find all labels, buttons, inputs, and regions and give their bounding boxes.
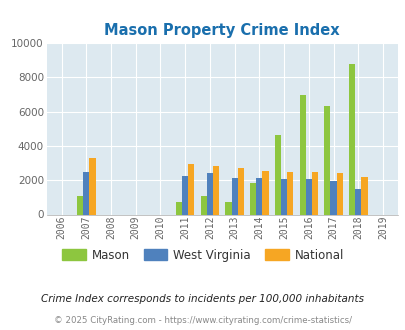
Bar <box>286 172 293 214</box>
Bar <box>354 189 360 214</box>
Bar <box>348 64 354 214</box>
Bar <box>237 168 243 214</box>
Bar <box>299 95 305 214</box>
Legend: Mason, West Virginia, National: Mason, West Virginia, National <box>57 244 348 266</box>
Bar <box>77 196 83 214</box>
Bar <box>175 202 182 215</box>
Bar <box>360 177 367 215</box>
Bar <box>206 173 213 214</box>
Text: © 2025 CityRating.com - https://www.cityrating.com/crime-statistics/: © 2025 CityRating.com - https://www.city… <box>54 316 351 325</box>
Bar <box>274 135 280 214</box>
Bar <box>231 178 237 214</box>
Bar <box>280 179 286 215</box>
Bar <box>330 181 336 214</box>
Bar <box>336 173 342 214</box>
Bar <box>182 176 188 214</box>
Title: Mason Property Crime Index: Mason Property Crime Index <box>104 22 339 38</box>
Bar <box>225 203 231 214</box>
Bar <box>213 166 219 214</box>
Bar <box>324 106 330 214</box>
Bar <box>305 179 311 215</box>
Bar <box>188 164 194 214</box>
Bar <box>256 179 262 214</box>
Bar <box>262 171 268 214</box>
Bar <box>249 183 256 214</box>
Bar <box>83 172 89 214</box>
Bar <box>311 173 318 214</box>
Bar <box>89 158 95 214</box>
Text: Crime Index corresponds to incidents per 100,000 inhabitants: Crime Index corresponds to incidents per… <box>41 294 364 304</box>
Bar <box>200 196 206 214</box>
